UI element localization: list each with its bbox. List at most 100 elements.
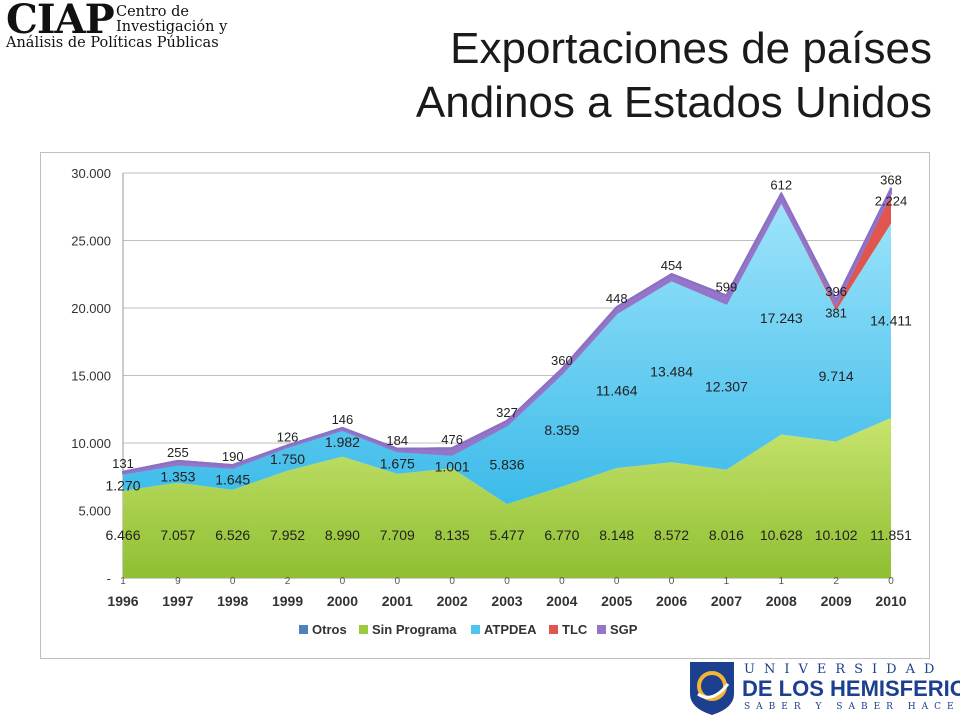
data-label-otros: 0 bbox=[614, 576, 620, 587]
ciap-logo-line1: Centro de bbox=[116, 4, 189, 20]
slide-title-line2: Andinos a Estados Unidos bbox=[415, 78, 932, 127]
x-tick-label: 2000 bbox=[327, 593, 358, 609]
data-label-sin-programa: 6.466 bbox=[105, 527, 140, 543]
data-label-sgp: 612 bbox=[770, 177, 792, 192]
x-tick-label: 1998 bbox=[217, 593, 248, 609]
data-label-sgp: 184 bbox=[386, 433, 408, 448]
legend-swatch-otros bbox=[299, 625, 308, 634]
data-label-otros: 0 bbox=[669, 576, 675, 587]
data-label-otros: 2 bbox=[285, 576, 291, 587]
legend-swatch-sgp bbox=[597, 625, 606, 634]
legend-swatch-tlc bbox=[549, 625, 558, 634]
x-tick-label: 2002 bbox=[437, 593, 468, 609]
data-label-atpdea: 1.675 bbox=[380, 455, 415, 471]
data-label-otros: 0 bbox=[340, 576, 346, 587]
legend-label: ATPDEA bbox=[484, 622, 537, 637]
university-logo-line2: DE LOS HEMISFERIOS bbox=[742, 676, 960, 701]
data-label-sin-programa: 10.102 bbox=[815, 527, 858, 543]
x-tick-label: 2009 bbox=[821, 593, 852, 609]
data-label-sin-programa: 8.990 bbox=[325, 527, 360, 543]
slide-title-line1: Exportaciones de países bbox=[450, 24, 932, 73]
ciap-logo-line2: Investigación y bbox=[116, 19, 228, 35]
legend-label: TLC bbox=[562, 622, 588, 637]
data-label-sin-programa: 6.526 bbox=[215, 527, 250, 543]
x-tick-label: 2004 bbox=[546, 593, 577, 609]
data-label-sin-programa: 8.016 bbox=[709, 527, 744, 543]
data-label-tlc: 381 bbox=[825, 305, 847, 320]
data-label-atpdea: 1.750 bbox=[270, 451, 305, 467]
data-label-tlc: 2.224 bbox=[875, 193, 908, 208]
y-tick-label: 20.000 bbox=[71, 301, 111, 316]
data-label-sgp: 396 bbox=[825, 284, 847, 299]
data-label-atpdea: 1.645 bbox=[215, 472, 250, 488]
legend-label: Otros bbox=[312, 622, 347, 637]
data-label-sgp: 360 bbox=[551, 353, 573, 368]
university-logo: UNIVERSIDAD DE LOS HEMISFERIOS SABER Y S… bbox=[686, 660, 960, 718]
data-label-otros: 0 bbox=[504, 576, 510, 587]
stack-top-line bbox=[122, 188, 892, 473]
y-tick-label: 10.000 bbox=[71, 436, 111, 451]
legend-swatch-sin-programa bbox=[359, 625, 368, 634]
data-label-atpdea: 8.359 bbox=[544, 422, 579, 438]
data-label-atpdea: 17.243 bbox=[760, 310, 803, 326]
data-label-otros: 0 bbox=[395, 576, 401, 587]
y-tick-label: - bbox=[107, 571, 111, 586]
data-label-otros: 0 bbox=[888, 576, 894, 587]
data-label-otros: 0 bbox=[230, 576, 236, 587]
data-label-atpdea: 9.714 bbox=[819, 368, 854, 384]
data-label-atpdea: 1.001 bbox=[435, 459, 470, 475]
data-label-otros: 2 bbox=[833, 576, 839, 587]
data-label-sin-programa: 8.572 bbox=[654, 527, 689, 543]
chart-frame: - 5.000 10.000 15.000 20.000 25.000 30.000 6.46… bbox=[40, 152, 930, 659]
x-tick-label: 2003 bbox=[491, 593, 522, 609]
university-logo-line3: SABER Y SABER HACER bbox=[744, 702, 960, 712]
data-label-atpdea: 14.411 bbox=[870, 313, 912, 329]
legend-label: SGP bbox=[610, 622, 638, 637]
data-label-sin-programa: 8.148 bbox=[599, 527, 634, 543]
data-label-sgp: 368 bbox=[880, 172, 902, 187]
data-label-atpdea: 1.982 bbox=[325, 434, 360, 450]
slide-title: Exportaciones de países Andinos a Estado… bbox=[416, 22, 932, 130]
data-label-sin-programa: 7.057 bbox=[160, 527, 195, 543]
x-tick-label: 1996 bbox=[107, 593, 138, 609]
ciap-logo-word: CIAP bbox=[6, 0, 115, 43]
data-label-sgp: 476 bbox=[441, 432, 463, 447]
data-label-atpdea: 11.464 bbox=[596, 383, 638, 399]
data-label-sin-programa: 7.952 bbox=[270, 527, 305, 543]
data-label-atpdea: 1.353 bbox=[160, 468, 195, 484]
x-tick-label: 1997 bbox=[162, 593, 193, 609]
data-label-sin-programa: 6.770 bbox=[544, 527, 579, 543]
legend-swatch-atpdea bbox=[471, 625, 480, 634]
data-label-sin-programa: 11.851 bbox=[870, 527, 912, 543]
data-label-atpdea: 1.270 bbox=[105, 478, 140, 494]
y-tick-label: 25.000 bbox=[71, 234, 111, 249]
data-label-sgp: 146 bbox=[332, 412, 354, 427]
data-label-atpdea: 5.836 bbox=[489, 457, 524, 473]
university-logo-line1: UNIVERSIDAD bbox=[744, 662, 944, 677]
x-tick-label: 2008 bbox=[766, 593, 797, 609]
data-label-otros: 1 bbox=[724, 576, 730, 587]
data-label-sgp: 599 bbox=[716, 280, 738, 295]
stacked-area-chart: - 5.000 10.000 15.000 20.000 25.000 30.000 6.46… bbox=[71, 166, 912, 637]
legend-label: Sin Programa bbox=[372, 622, 457, 637]
data-label-atpdea: 12.307 bbox=[705, 379, 748, 395]
data-label-sgp: 131 bbox=[112, 456, 134, 471]
series-area-atpdea bbox=[123, 201, 891, 505]
data-label-otros: 9 bbox=[175, 576, 181, 587]
y-tick-label: 5.000 bbox=[78, 504, 111, 519]
x-tick-label: 2010 bbox=[875, 593, 906, 609]
x-tick-label: 2005 bbox=[601, 593, 632, 609]
ciap-logo: CIAP Centro de Investigación y Análisis … bbox=[6, 0, 236, 54]
y-tick-label: 30.000 bbox=[71, 166, 111, 181]
data-label-sin-programa: 8.135 bbox=[435, 527, 470, 543]
data-label-otros: 0 bbox=[559, 576, 565, 587]
x-tick-label: 2006 bbox=[656, 593, 687, 609]
y-tick-label: 15.000 bbox=[71, 369, 111, 384]
data-label-otros: 0 bbox=[449, 576, 455, 587]
data-label-sgp: 255 bbox=[167, 445, 189, 460]
x-tick-label: 1999 bbox=[272, 593, 303, 609]
university-emblem-icon bbox=[690, 662, 734, 715]
data-label-otros: 1 bbox=[779, 576, 785, 587]
data-label-otros: 1 bbox=[120, 576, 126, 587]
data-label-sgp: 448 bbox=[606, 291, 628, 306]
